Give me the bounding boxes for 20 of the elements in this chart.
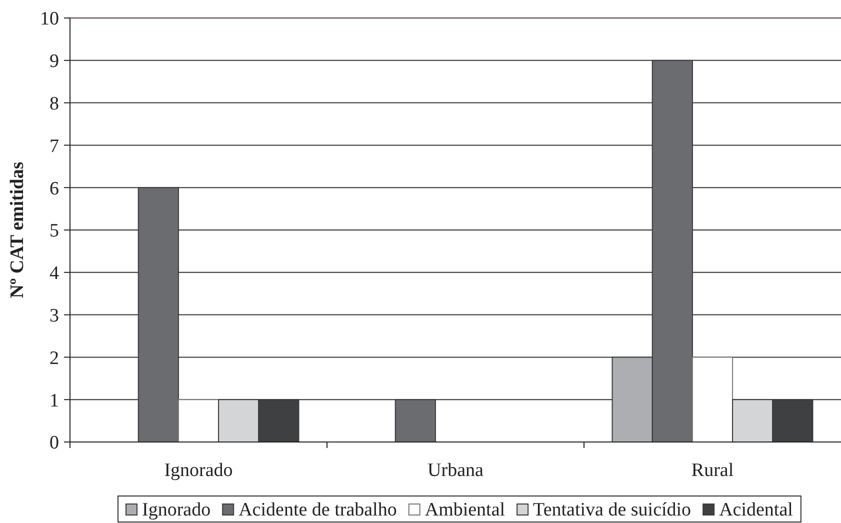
x-tick-label: Ignorado <box>164 460 233 481</box>
legend-label: Acidente de trabalho <box>238 500 397 521</box>
x-tick-label: Rural <box>691 460 734 481</box>
y-tick-label: 7 <box>50 136 59 157</box>
y-tick-label: 6 <box>50 178 59 200</box>
legend-label: Ambiental <box>424 500 506 521</box>
legend-label: Acidental <box>719 500 793 521</box>
y-tick-label: 9 <box>50 51 59 72</box>
y-axis-title: Nº CAT emitidas <box>7 162 28 298</box>
y-tick-label: 8 <box>50 93 59 114</box>
y-tick-label: 5 <box>50 220 59 242</box>
y-tick-label: 1 <box>50 390 59 412</box>
x-tick-label: Urbana <box>428 460 484 481</box>
y-tick-label: 10 <box>40 8 59 30</box>
legend-label: Tentativa de suicídio <box>533 500 692 521</box>
y-tick-label: 3 <box>50 305 59 326</box>
legend-label: Ignorado <box>142 500 211 521</box>
y-tick-label: 0 <box>50 432 59 454</box>
y-tick-label: 2 <box>50 348 59 369</box>
y-tick-label: 4 <box>50 263 60 284</box>
